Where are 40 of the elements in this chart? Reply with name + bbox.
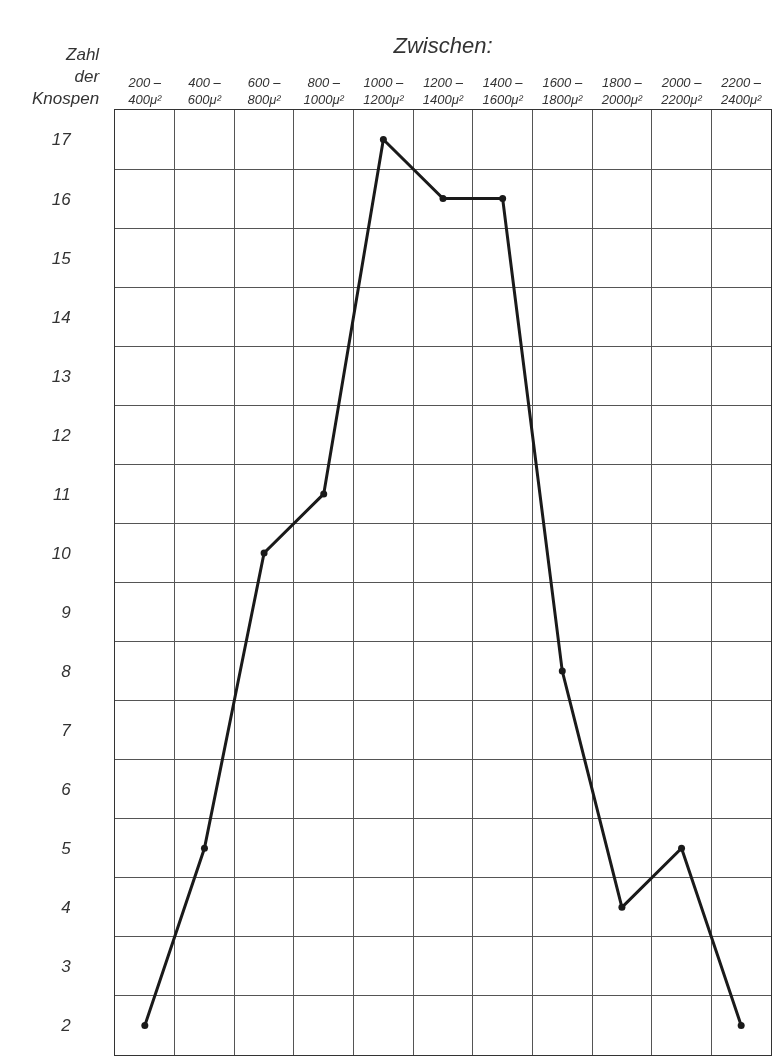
- y-tick-label: 6: [61, 780, 72, 800]
- point: [141, 1021, 149, 1029]
- point: [558, 667, 566, 675]
- y-tick-label: 12: [51, 425, 72, 445]
- y-tick-label: 14: [51, 307, 71, 327]
- y-tick-label: 11: [52, 484, 71, 504]
- y-tick-label: 16: [51, 189, 72, 209]
- x-tick-label: 1000 – 1200μ²: [363, 74, 405, 107]
- x-tick-label: 800 – 1000μ²: [303, 74, 345, 107]
- x-tick-label: 1200 – 1400μ²: [422, 74, 464, 107]
- x-tick-label: 1600 – 1800μ²: [542, 74, 584, 107]
- y-tick-label: 2: [60, 1016, 72, 1036]
- y-tick-label: 7: [61, 721, 72, 741]
- point: [200, 844, 208, 852]
- y-tick-label: 13: [51, 366, 72, 386]
- point: [260, 549, 268, 557]
- x-tick-label: 1400 – 1600μ²: [482, 74, 524, 107]
- point: [678, 844, 686, 852]
- x-tick-label: 2000 – 2200μ²: [660, 74, 703, 107]
- x-tick-label: 400 – 600μ²: [187, 74, 222, 107]
- point: [499, 195, 507, 203]
- x-axis-title: Zwischen:: [392, 32, 493, 58]
- y-tick-label: 5: [61, 839, 72, 859]
- x-tick-label: 2200 – 2400μ²: [719, 74, 763, 107]
- y-tick-label: 15: [51, 248, 72, 268]
- point: [379, 136, 387, 144]
- y-tick-label: 4: [61, 898, 71, 918]
- y-tick-label: 10: [51, 543, 72, 563]
- point: [320, 490, 328, 498]
- x-tick-label: 1800 – 2000μ²: [600, 74, 643, 107]
- x-tick-label: 600 – 800μ²: [247, 74, 282, 107]
- y-axis-title: Zahl der Knospen: [32, 45, 101, 109]
- y-tick-label: 8: [61, 662, 72, 682]
- y-tick-label: 9: [61, 602, 72, 622]
- y-tick-label: 17: [51, 130, 72, 150]
- y-tick-label: 3: [61, 957, 72, 977]
- point: [439, 195, 447, 203]
- point: [618, 903, 626, 911]
- x-tick-label: 200 – 400μ²: [127, 74, 163, 107]
- point: [737, 1021, 745, 1029]
